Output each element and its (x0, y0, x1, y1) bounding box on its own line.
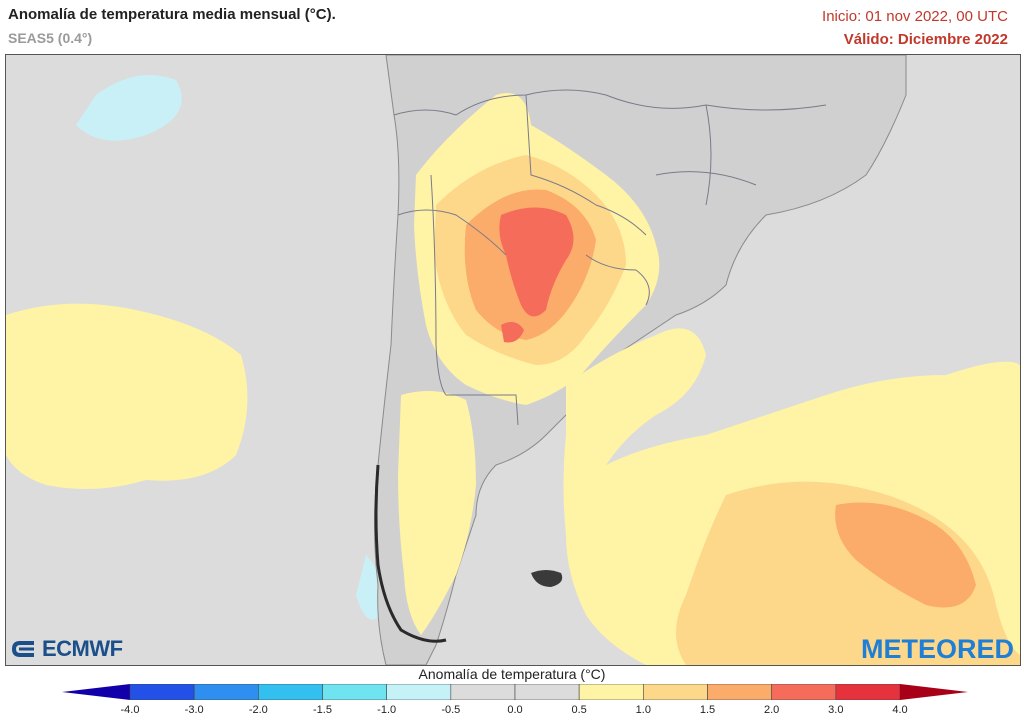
ecmwf-swirl-icon (12, 641, 34, 657)
colorbar-segment (771, 683, 837, 701)
colorbar-segment (643, 683, 708, 701)
colorbar-segment (193, 683, 259, 701)
map-panel[interactable] (5, 54, 1021, 666)
anomaly-very-high-area (501, 321, 524, 343)
colorbar-tick-label: 1.5 (699, 704, 716, 716)
colorbar-svg (62, 683, 968, 701)
colorbar-segment (322, 683, 387, 701)
anomaly-positive-area (398, 391, 476, 635)
colorbar-segment (514, 683, 580, 701)
colorbar-tick-label: 0.0 (507, 704, 523, 716)
colorbar-tick-label: -3.0 (184, 704, 204, 716)
colorbar-tick-label: -1.0 (377, 704, 397, 716)
colorbar-segment (129, 683, 195, 701)
colorbar-segment (258, 683, 323, 701)
anomaly-negative-patch (76, 75, 182, 141)
anomaly-negative-patch (356, 555, 382, 620)
colorbar-tick-label: 1.0 (635, 704, 651, 716)
map-title: Anomalía de temperatura media mensual (°… (8, 6, 336, 23)
country-borders (393, 89, 827, 426)
colorbar-segment (450, 683, 516, 701)
anomaly-positive-area (6, 303, 248, 489)
colorbar-extend-low (62, 684, 130, 700)
map-canvas[interactable] (6, 55, 1020, 665)
falkland-islands (531, 570, 563, 587)
colorbar-tick-label: -2.0 (248, 704, 268, 716)
colorbar-tick-label: -1.5 (313, 704, 332, 716)
colorbar-tick-label: 0.5 (571, 704, 587, 716)
colorbar-segment (578, 683, 644, 701)
colorbar-tick-label: -4.0 (120, 704, 140, 716)
anomaly-high-area (835, 502, 976, 608)
chile-coastline (374, 464, 447, 643)
ecmwf-logo: ECMWF (8, 636, 123, 662)
meteored-logo: METEORED (860, 634, 1014, 664)
colorbar-tick-label: 4.0 (892, 704, 908, 716)
colorbar-tick-label: 3.0 (828, 704, 844, 716)
valid-period: Válido: Diciembre 2022 (843, 31, 1008, 48)
ecmwf-logo-text: ECMWF (42, 636, 123, 661)
colorbar-tick-label: 2.0 (764, 704, 780, 716)
colorbar-segment (835, 683, 901, 701)
colorbar-title: Anomalía de temperatura (°C) (418, 666, 606, 682)
colorbar-segment (707, 683, 772, 701)
colorbar (62, 683, 968, 701)
init-time: Inicio: 01 nov 2022, 00 UTC (822, 8, 1008, 25)
colorbar-tick-label: -0.5 (441, 704, 461, 716)
colorbar-segment (386, 683, 452, 701)
model-subtitle: SEAS5 (0.4°) (8, 30, 93, 46)
anomaly-very-high-area (499, 207, 574, 317)
colorbar-extend-high (900, 684, 968, 700)
